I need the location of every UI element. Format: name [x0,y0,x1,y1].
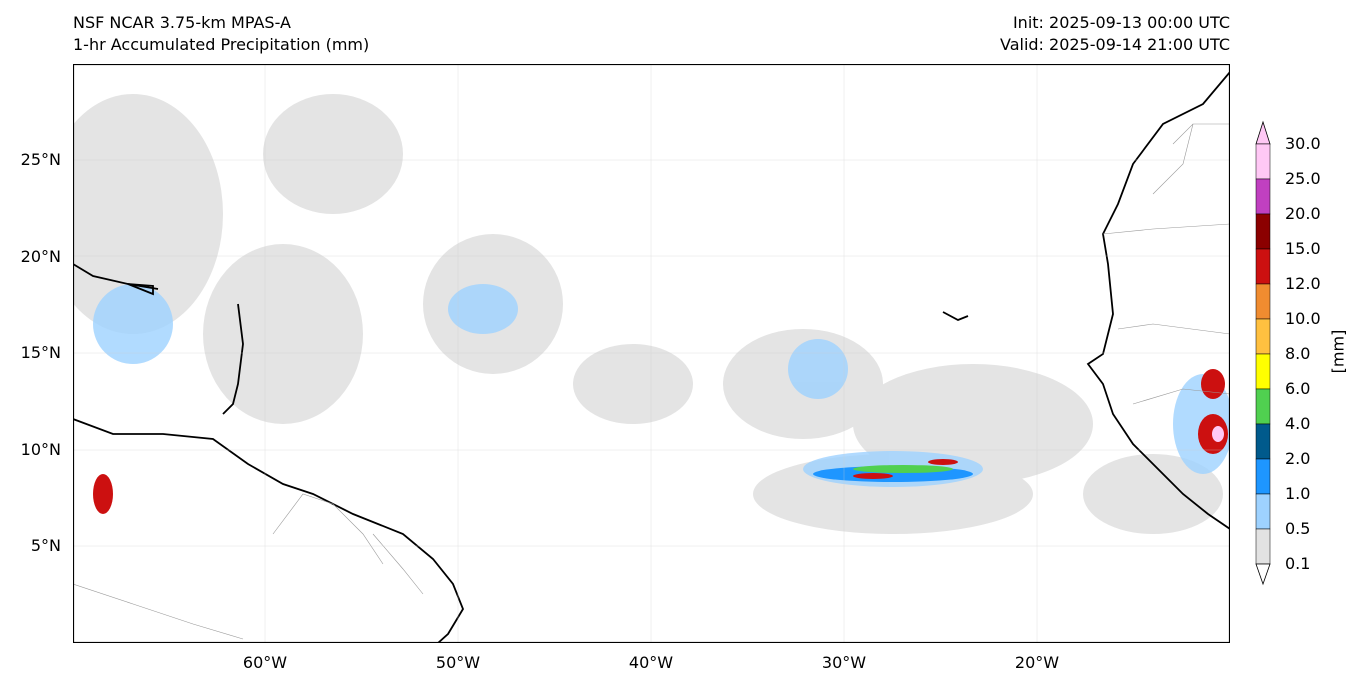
heavy-precip-band [93,369,1228,514]
map-border [73,64,1230,643]
colorbar-tick-label: 20.0 [1285,204,1321,223]
colorbar-tick-label: 15.0 [1285,239,1321,258]
colorbar-tick-label: 1.0 [1285,484,1311,503]
lat-label-5: 5°N [30,536,61,555]
lon-label-30w: 30°W [821,653,867,672]
valid-time: Valid: 2025-09-14 21:00 UTC [999,35,1230,54]
title-left: NSF NCAR 3.75-km MPAS-A 1-hr Accumulated… [73,12,369,56]
lon-label-20w: 20°W [1014,653,1060,672]
lon-label-50w: 50°W [435,653,481,672]
colorbar-tick-label: 4.0 [1285,414,1311,433]
colorbar-segment [1255,528,1271,565]
lat-label-25: 25°N [20,150,61,169]
colorbar-segment [1255,353,1271,390]
colorbar-segment [1255,283,1271,320]
colorbar-tick-label: 10.0 [1285,309,1321,328]
colorbar-segment [1255,458,1271,495]
field-title: 1-hr Accumulated Precipitation (mm) [73,35,370,54]
colorbar-tick-label: 25.0 [1285,169,1321,188]
lat-label-20: 20°N [20,247,61,266]
lon-label-40w: 40°W [628,653,674,672]
light-precip-shading [73,94,1223,534]
map-panel [73,64,1230,643]
colorbar-tick-label: 0.1 [1285,554,1311,573]
colorbar-segment [1255,388,1271,425]
model-title: NSF NCAR 3.75-km MPAS-A [73,13,291,32]
colorbar-segment [1255,213,1271,250]
title-right: Init: 2025-09-13 00:00 UTC Valid: 2025-0… [1000,12,1230,56]
colorbar-tick-label: 2.0 [1285,449,1311,468]
lon-label-60w: 60°W [242,653,288,672]
country-borders [73,123,1230,640]
colorbar-tick-label: 6.0 [1285,379,1311,398]
colorbar-tick-label: 12.0 [1285,274,1321,293]
colorbar [1255,120,1271,586]
colorbar-segment [1255,143,1271,180]
colorbar-tick-label: 0.5 [1285,519,1311,538]
colorbar-segment [1255,248,1271,285]
lat-label-10: 10°N [20,440,61,459]
colorbar-unit: [mm] [1328,329,1348,374]
init-time: Init: 2025-09-13 00:00 UTC [1012,13,1230,32]
gridlines [73,64,1230,643]
colorbar-tick-label: 8.0 [1285,344,1311,363]
colorbar-extend-bottom [1255,563,1271,586]
colorbar-extend-top [1255,120,1271,145]
colorbar-segment [1255,178,1271,215]
colorbar-segment [1255,493,1271,530]
lat-label-15: 15°N [20,343,61,362]
map-svg [73,64,1230,643]
colorbar-segment [1255,423,1271,460]
colorbar-tick-label: 30.0 [1285,134,1321,153]
colorbar-segment [1255,318,1271,355]
